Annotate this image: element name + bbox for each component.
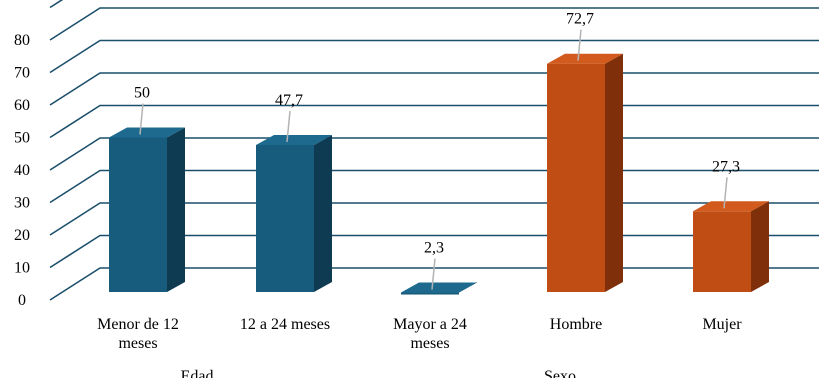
- bar-top-face: [256, 134, 332, 145]
- y-tick-label: 80: [14, 32, 30, 49]
- bars: [109, 53, 769, 295]
- data-label-leader: [286, 110, 291, 143]
- bar-front-face: [547, 63, 605, 292]
- gridline-80: [49, 7, 819, 41]
- y-tick-label: 0: [18, 292, 26, 309]
- y-tick-label: 40: [14, 162, 30, 179]
- category-label: Hombre: [550, 316, 602, 333]
- data-labels: 50 47,7 2,3 72,7 27,3: [134, 11, 740, 290]
- data-label-leader: [139, 103, 144, 135]
- bar-front-face: [256, 144, 314, 292]
- bar-side-face: [751, 201, 769, 292]
- y-tick-label: 10: [14, 260, 30, 277]
- gridline-60: [49, 72, 819, 106]
- bar-top-face: [109, 127, 185, 138]
- data-label: 2,3: [424, 240, 444, 257]
- gridline-90: [49, 0, 64, 9]
- group-label-edad: Edad: [181, 368, 214, 378]
- gridline-70: [49, 39, 819, 74]
- y-tick-label: 50: [14, 130, 30, 147]
- data-label-leader: [431, 258, 436, 290]
- y-tick-label: 20: [14, 227, 30, 244]
- bar-front-face: [401, 292, 459, 295]
- bar-menor-de-12-meses: [109, 127, 185, 292]
- group-labels: Edad Sexo: [181, 368, 576, 378]
- data-label: 27,3: [712, 158, 740, 175]
- category-label: 12 a 24 meses: [240, 316, 330, 333]
- category-label: Mujer: [702, 316, 742, 333]
- bar-top-face: [401, 282, 477, 293]
- data-label-leader: [577, 29, 582, 61]
- category-labels: Menor de 12 meses 12 a 24 meses Mayor a 24 m…: [97, 316, 742, 352]
- bar-hombre: [547, 53, 623, 292]
- bar-mayor-a-24-meses: [401, 282, 477, 295]
- bar-12-a-24-meses: [256, 134, 332, 292]
- data-label: 47,7: [275, 92, 303, 109]
- data-label: 72,7: [566, 11, 594, 28]
- category-label: Mayor a 24 meses: [393, 316, 467, 352]
- category-label: Menor de 12 meses: [97, 316, 179, 352]
- bar-top-face: [693, 201, 769, 212]
- group-label-sexo: Sexo: [544, 368, 576, 378]
- gridlines: [49, 0, 819, 301]
- data-label: 50: [134, 85, 150, 102]
- bar-side-face: [167, 127, 185, 292]
- bar-top-face: [547, 53, 623, 64]
- y-tick-label: 70: [14, 65, 30, 82]
- bar-side-face: [314, 134, 332, 292]
- y-tick-label: 30: [14, 195, 30, 212]
- bar-front-face: [693, 211, 751, 292]
- y-axis-ticks: 0 10 20 30 40 50 60 70 80: [14, 32, 30, 309]
- bar-front-face: [109, 137, 167, 292]
- bar-mujer: [693, 201, 769, 292]
- y-tick-label: 60: [14, 97, 30, 114]
- bar-side-face: [605, 53, 623, 292]
- data-label-leader: [723, 177, 728, 209]
